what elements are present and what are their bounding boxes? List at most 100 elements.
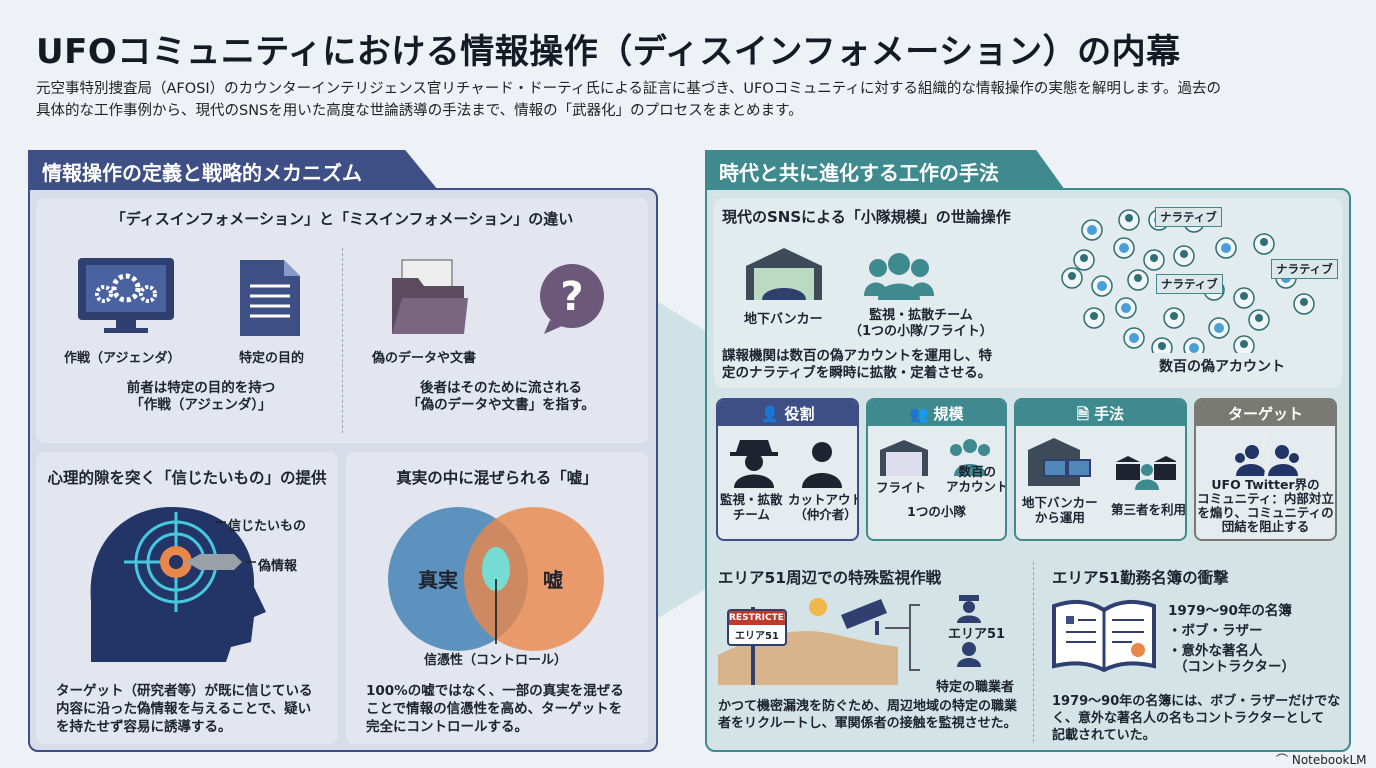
sns-heading: 現代のSNSによる「小隊規模」の世論操作: [722, 208, 1011, 226]
role-item-1: 監視・拡散 チーム: [720, 492, 783, 522]
text-line: 「偽のデータや文書」を指す。: [407, 397, 595, 413]
method-item-2: 第三者を利用: [1111, 502, 1187, 517]
user-account-icon: [1143, 249, 1165, 271]
card-method: 🗎 手法 地下バンカー から運用 第三者を利用: [1014, 398, 1187, 541]
narrative-bubble: ナラティブ: [1271, 259, 1338, 279]
user-account-icon: [1233, 287, 1255, 309]
area51-heading: エリア51周辺での特殊監視作戦: [718, 569, 942, 587]
text-line: 後者はそのために流される: [420, 380, 582, 396]
roster-item: ・ボブ・ラザー: [1168, 623, 1263, 639]
text-line: 数百の: [958, 464, 997, 479]
spy-and-agent-icons: [730, 440, 842, 488]
question-bubble-icon: ?: [540, 264, 604, 334]
text-line: 1979～90年の名簿には、ボブ・ラザーだけでな: [1052, 694, 1341, 709]
twitter-account-icon: [1208, 317, 1230, 339]
card-scale: 👥 規模 フライト 数百の アカウント 1つの小隊: [866, 398, 1007, 541]
text-line: 内容に沿った偽情報を与えることで、疑い: [56, 701, 312, 717]
diff-heading: 「ディスインフォメーション」と「ミスインフォメーション」の違い: [110, 210, 574, 228]
card-title: 役割: [784, 405, 815, 423]
team-label: 監視・拡散チーム （1つの小隊/フライト）: [849, 308, 993, 340]
text-line: アカウント: [946, 479, 1007, 494]
scale-item-2: 数百の アカウント: [946, 464, 1007, 494]
label-occupations: 特定の職業者: [936, 680, 1015, 695]
card-target: ターゲット UFO Twitter界の コミュニティ：内部対立 を煽り、コミュニティ…: [1194, 398, 1337, 541]
group-icon: 👥: [909, 405, 929, 423]
bunker-and-group-icons: [880, 439, 990, 476]
narrative-bubble: ナラティブ: [1155, 207, 1222, 227]
text-line: カットアウト: [788, 492, 859, 507]
card-role: 👤 役割 監視・拡散 チーム カットアウト （仲介者）: [716, 398, 859, 541]
restricted-sign: RESTRICTED エリア51: [727, 609, 787, 646]
text-line: 前者は特定の目的を持つ: [126, 380, 276, 396]
user-account-icon: [1173, 245, 1195, 267]
belief-box: 心理的隙を突く「信じたいもの」の提供 信じたいもの 偽情報 ターゲット（研究者等…: [36, 452, 338, 744]
document-icon: 🗎: [1076, 405, 1089, 423]
roster-heading: エリア51勤務名簿の衝撃: [1052, 569, 1229, 587]
text-line: く、意外な著名人の名もコントラクターとして: [1052, 711, 1325, 726]
text-line: 定のナラティブを瞬時に拡散・定着させる。: [722, 365, 992, 381]
person-icon: 👤: [760, 405, 780, 423]
user-account-icon: [1233, 335, 1255, 353]
text-line: 完全にコントロールする。: [366, 719, 528, 735]
twitter-account-icon: [1091, 275, 1113, 297]
venn-lie: [464, 507, 604, 651]
venn-label-truth: 真実: [418, 568, 458, 592]
role-item-2: カットアウト （仲介者）: [788, 492, 859, 522]
text-line: 監視・拡散チーム: [869, 308, 973, 323]
text-line: ターゲット（研究者等）が既に信じている: [56, 683, 313, 699]
card-title: 規模: [933, 405, 964, 423]
user-account-icon: [1163, 307, 1185, 329]
user-account-icon: [1248, 309, 1270, 331]
text-line: 団結を阻止する: [1221, 519, 1310, 534]
sns-box: 現代のSNSによる「小隊規模」の世論操作 地下バンカー 監視・拡散チーム （1つの…: [714, 198, 1342, 388]
lie-box: 真実の中に混ぜられる「嘘」 真実 嘘 信憑性（コントロール） 100%の嘘ではな…: [346, 452, 648, 744]
twitter-account-icon: [1081, 219, 1103, 241]
text-line: を煽り、コミュニティの: [1197, 505, 1334, 520]
divider: [342, 248, 343, 433]
left-section-tab: 情報操作の定義と戦略的メカニズム: [28, 150, 438, 190]
sign-bottom: エリア51: [735, 631, 779, 642]
divided-community-icon: [1235, 432, 1299, 476]
brand-label: NotebookLM: [1291, 753, 1367, 767]
area51-text: かつて機密漏洩を防ぐため、周辺地域の特定の職業 者をリクルートし、軍関係者の接触を…: [718, 698, 1017, 732]
user-account-icon: [1073, 249, 1095, 271]
card-method-header: 🗎 手法: [1016, 400, 1185, 426]
card-target-header: ターゲット: [1196, 400, 1335, 426]
text-line: ことで情報の信憑性を高め、ターゲットを: [366, 701, 623, 717]
narrative-bubble: ナラティブ: [1156, 274, 1223, 294]
twitter-account-icon: [1123, 327, 1145, 349]
text-line: 100%の嘘ではなく、一部の真実を混ぜる: [366, 683, 624, 699]
roster-item: （コントラクター）: [1174, 659, 1295, 675]
card-title: 手法: [1094, 405, 1125, 423]
label-area51: エリア51: [948, 627, 1006, 642]
folder-icon: [392, 259, 468, 334]
notebooklm-logo-icon: ⌒: [1276, 753, 1289, 767]
twitter-account-icon: [1183, 337, 1205, 353]
twitter-account-icon: [1215, 237, 1237, 259]
sign-top: RESTRICTED: [729, 611, 787, 625]
roster-text: 1979～90年の名簿には、ボブ・ラザーだけでな く、意外な著名人の名もコントラク…: [1052, 693, 1340, 744]
diff-right-text: 後者はそのために流される 「偽のデータや文書」を指す。: [376, 380, 626, 414]
card-role-header: 👤 役割: [718, 400, 857, 426]
text-line: （仲介者）: [794, 507, 857, 522]
text-line: 記載されていた。: [1052, 728, 1156, 743]
accounts-label: 数百の偽アカウント: [1159, 359, 1285, 375]
head-target-icon: [90, 507, 267, 662]
divider: [1033, 562, 1034, 742]
roster-list: 1979～90年の名簿 ・ボブ・ラザー ・意外な著名人 （コントラクター）: [1168, 601, 1295, 677]
user-account-icon: [1151, 337, 1173, 353]
target-text: UFO Twitter界の コミュニティ：内部対立 を煽り、コミュニティの 団結を阻止…: [1196, 478, 1335, 534]
label-purpose: 特定の目的: [239, 351, 305, 366]
right-section-tab: 時代と共に進化する工作の手法: [705, 150, 1065, 190]
user-account-icon: [1253, 233, 1275, 255]
belief-text: ターゲット（研究者等）が既に信じている 内容に沿った偽情報を与えることで、疑い を持…: [56, 682, 313, 736]
page-title: UFOコミュニティにおける情報操作（ディスインフォメーション）の内幕: [36, 32, 1181, 72]
roster-item: ・意外な著名人: [1168, 643, 1263, 659]
venn-label-lie: 嘘: [543, 568, 563, 592]
twitter-account-icon: [1113, 237, 1135, 259]
label-want-to-believe: 信じたいもの: [228, 519, 307, 534]
user-account-icon: [1118, 209, 1140, 231]
document-icon: [240, 260, 300, 336]
text-line: チーム: [732, 507, 770, 522]
text-line: 諜報機関は数百の偽アカウントを運用し、特: [722, 348, 992, 364]
